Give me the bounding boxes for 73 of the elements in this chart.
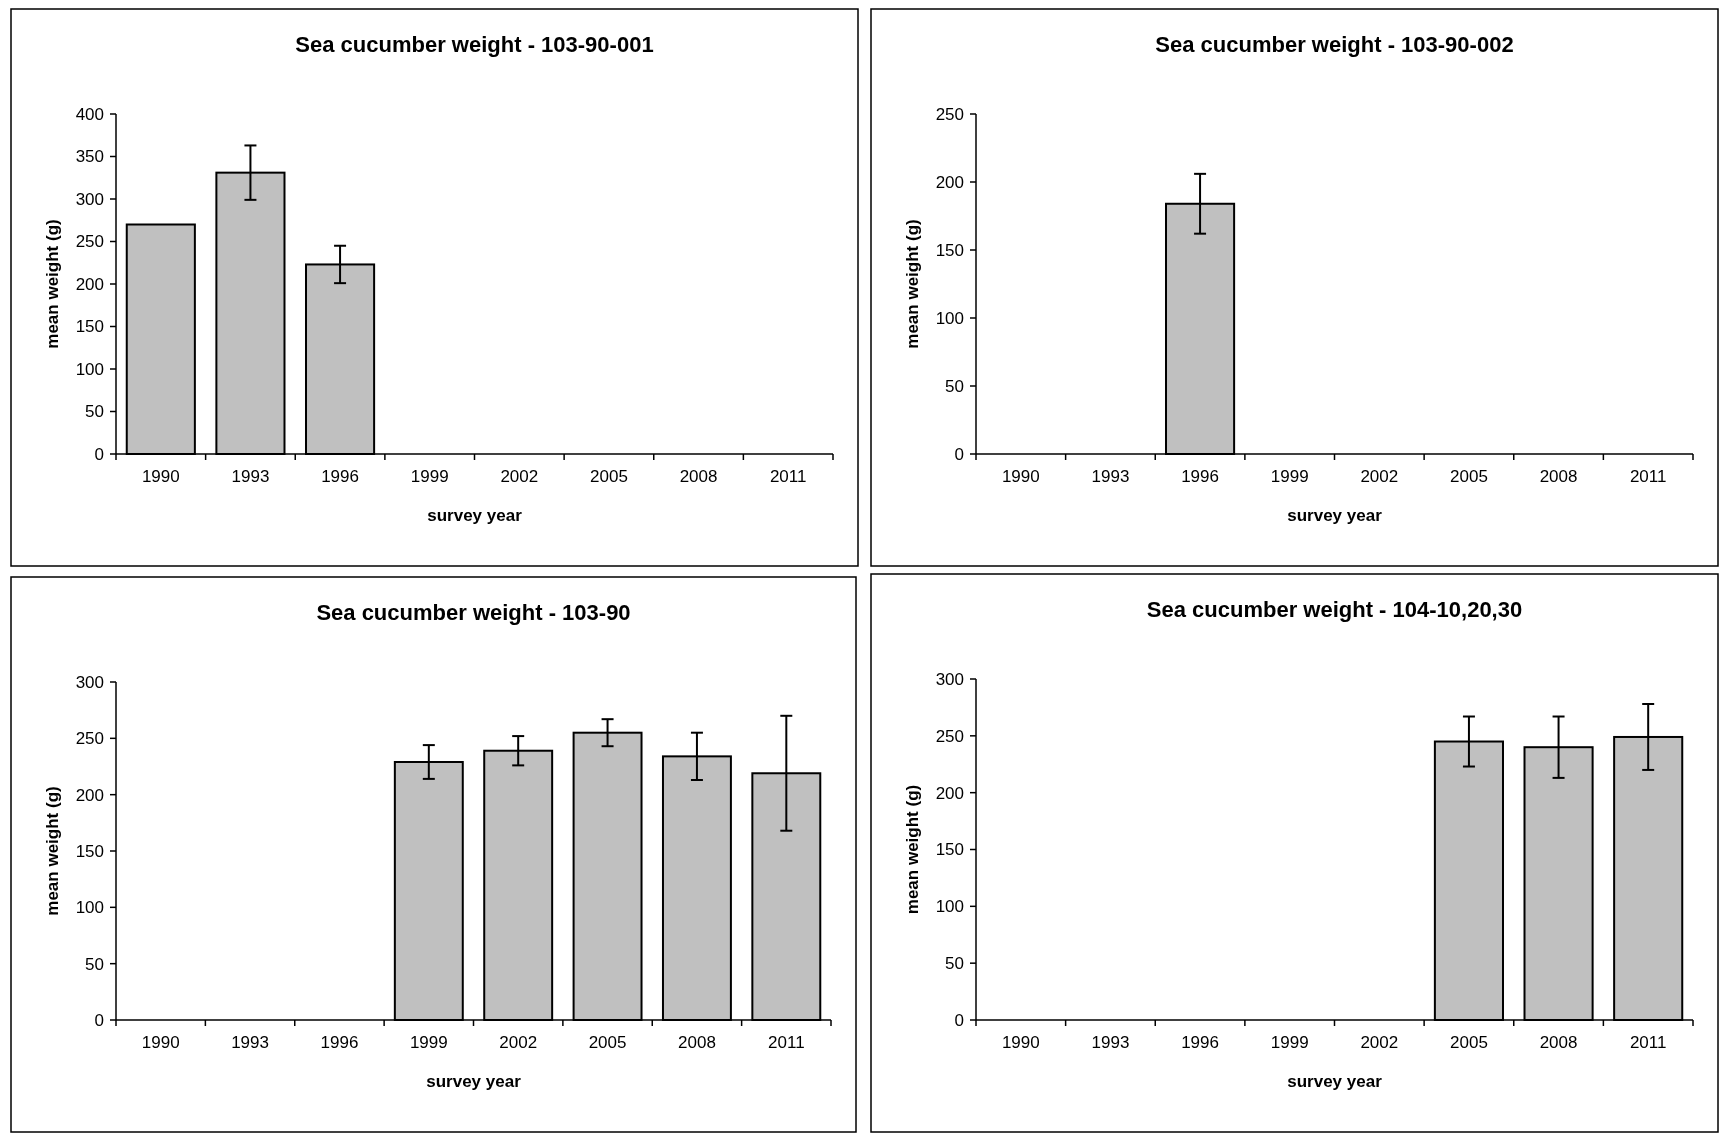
x-tick-label: 1996 xyxy=(1181,1033,1219,1052)
y-axis-title: mean weight (g) xyxy=(43,219,62,349)
x-tick-label: 1996 xyxy=(1181,467,1219,486)
x-axis-title: survey year xyxy=(1287,506,1383,525)
chart-title: Sea cucumber weight - 103-90-001 xyxy=(295,32,654,57)
y-tick-label: 300 xyxy=(935,669,964,689)
y-tick-label: 0 xyxy=(94,1010,104,1030)
y-tick-label: 100 xyxy=(75,898,104,918)
y-tick-label: 200 xyxy=(935,172,964,192)
x-tick-label: 1990 xyxy=(141,1033,180,1052)
x-tick-label: 1999 xyxy=(410,467,449,486)
y-tick-label: 150 xyxy=(935,240,964,260)
x-tick-label: 1993 xyxy=(231,467,270,486)
x-tick-label: 1996 xyxy=(321,467,359,486)
y-tick-label: 400 xyxy=(75,104,104,124)
y-tick-label: 200 xyxy=(75,274,104,294)
x-tick-label: 1993 xyxy=(231,1033,269,1052)
y-axis-title: mean weight (g) xyxy=(43,786,62,916)
x-tick-label: 1993 xyxy=(1091,467,1130,486)
x-tick-label: 2008 xyxy=(679,467,718,486)
y-tick-label: 300 xyxy=(75,189,104,209)
y-tick-label: 250 xyxy=(75,729,104,749)
x-tick-label: 2005 xyxy=(588,1033,627,1052)
y-tick-label: 200 xyxy=(935,783,964,803)
y-axis-title: mean weight (g) xyxy=(903,784,922,915)
y-tick-label: 150 xyxy=(75,317,104,337)
x-tick-label: 2008 xyxy=(1539,1033,1578,1052)
x-tick-label: 2002 xyxy=(1360,467,1399,486)
x-tick-label: 1999 xyxy=(409,1033,448,1052)
x-tick-label: 2011 xyxy=(1629,1033,1667,1052)
y-tick-label: 50 xyxy=(945,954,964,974)
x-tick-label: 1990 xyxy=(141,467,180,486)
chart-title: Sea cucumber weight - 103-90-002 xyxy=(1155,32,1514,57)
x-tick-label: 2002 xyxy=(499,1033,538,1052)
y-tick-label: 100 xyxy=(935,308,964,328)
x-tick-label: 2005 xyxy=(1450,467,1488,486)
y-tick-label: 350 xyxy=(75,147,104,167)
x-tick-label: 2002 xyxy=(1360,1033,1399,1052)
x-tick-label: 2011 xyxy=(1629,467,1667,486)
y-tick-label: 50 xyxy=(85,954,104,974)
x-tick-label: 1990 xyxy=(1001,467,1040,486)
x-axis-title: survey year xyxy=(427,506,523,525)
x-tick-label: 1999 xyxy=(1270,1033,1309,1052)
x-tick-label: 2005 xyxy=(590,467,628,486)
x-tick-label: 1996 xyxy=(320,1033,359,1052)
y-tick-label: 0 xyxy=(954,444,964,464)
x-tick-label: 1990 xyxy=(1001,1033,1040,1052)
x-tick-label: 1993 xyxy=(1091,1033,1130,1052)
x-tick-label: 2011 xyxy=(769,467,807,486)
chart-title: Sea cucumber weight - 103-90 xyxy=(316,600,631,625)
y-tick-label: 0 xyxy=(94,444,104,464)
y-tick-label: 100 xyxy=(935,897,964,917)
chart-title: Sea cucumber weight - 104-10,20,30 xyxy=(1146,597,1523,622)
x-axis-title: survey year xyxy=(426,1072,522,1091)
x-tick-label: 2008 xyxy=(678,1033,716,1052)
x-tick-label: 2002 xyxy=(500,467,539,486)
y-tick-label: 0 xyxy=(954,1010,964,1030)
y-tick-label: 100 xyxy=(75,359,104,379)
y-axis-title: mean weight (g) xyxy=(903,219,922,349)
y-tick-label: 50 xyxy=(945,376,964,396)
x-tick-label: 1999 xyxy=(1270,467,1309,486)
y-tick-label: 250 xyxy=(935,726,964,746)
y-tick-label: 250 xyxy=(75,232,104,252)
x-tick-label: 2008 xyxy=(1539,467,1578,486)
y-tick-label: 50 xyxy=(85,402,104,422)
x-tick-label: 2011 xyxy=(768,1033,805,1052)
y-tick-label: 200 xyxy=(75,785,104,805)
y-tick-label: 250 xyxy=(935,104,964,124)
x-axis-title: survey year xyxy=(1287,1072,1383,1091)
y-tick-label: 300 xyxy=(75,672,104,692)
y-tick-label: 150 xyxy=(75,841,104,861)
y-tick-label: 150 xyxy=(935,840,964,860)
x-tick-label: 2005 xyxy=(1450,1033,1488,1052)
